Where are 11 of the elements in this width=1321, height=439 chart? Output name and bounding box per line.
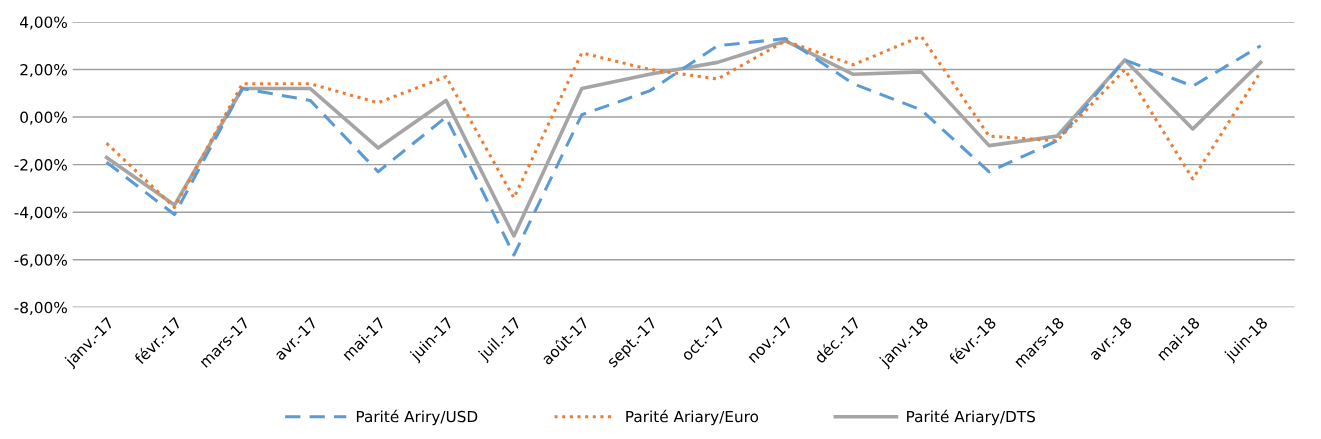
y-tick-label: -8,00% (14, 301, 67, 315)
legend-label: Parité Ariry/USD (356, 409, 478, 426)
legend-label: Parité Ariary/DTS (907, 409, 1035, 426)
legend-label: Parité Ariary/Euro (626, 409, 759, 426)
y-tick-label: 2,00% (20, 63, 67, 78)
y-tick-label: -4,00% (14, 206, 67, 220)
line-series (105, 34, 1263, 209)
y-tick-label: 0,00% (20, 111, 67, 125)
y-tick-label: -6,00% (14, 254, 67, 268)
y-tick-label: -2,00% (14, 159, 67, 173)
y-tick-label: 4,00% (20, 16, 67, 30)
